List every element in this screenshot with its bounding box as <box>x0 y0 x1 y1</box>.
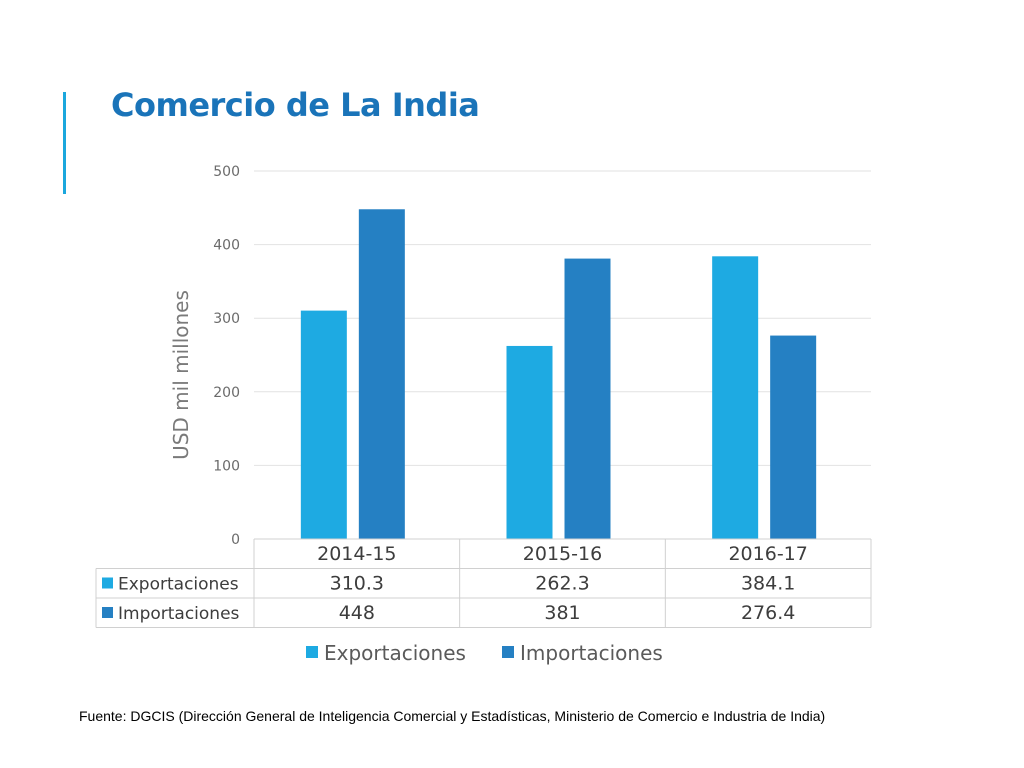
y-axis-title: USD mil millones <box>169 290 193 460</box>
y-tick-label: 0 <box>231 532 240 548</box>
table-series-label: Importaciones <box>118 604 240 624</box>
x-tick-label: 2015-16 <box>523 543 602 565</box>
data-label: 448 <box>339 602 375 624</box>
accent-bar <box>63 92 66 194</box>
y-tick-label: 400 <box>213 238 240 254</box>
slide-title: Comercio de La India <box>111 86 480 124</box>
data-label: 276.4 <box>741 602 795 624</box>
y-tick-label: 500 <box>213 164 240 180</box>
bar-exportaciones-2016-17 <box>712 256 759 539</box>
bar-importaciones-2014-15 <box>358 209 405 539</box>
legend-label: Exportaciones <box>324 641 466 665</box>
bar-importaciones-2015-16 <box>564 258 611 539</box>
source-note: Fuente: DGCIS (Dirección General de Inte… <box>79 708 826 724</box>
legend-key <box>306 646 318 658</box>
bar-importaciones-2016-17 <box>770 335 817 539</box>
bar-exportaciones-2014-15 <box>300 310 347 539</box>
bar-exportaciones-2015-16 <box>506 345 553 539</box>
data-label: 310.3 <box>330 573 384 595</box>
y-tick-label: 100 <box>213 458 240 474</box>
y-tick-label: 300 <box>213 311 240 327</box>
data-label: 381 <box>544 602 580 624</box>
table-legend-key <box>102 607 113 618</box>
data-label: 262.3 <box>535 573 589 595</box>
y-tick-label: 200 <box>213 385 240 401</box>
x-tick-label: 2014-15 <box>317 543 396 565</box>
table-legend-key <box>102 577 113 589</box>
legend-key <box>502 646 514 658</box>
legend-label: Importaciones <box>520 641 663 665</box>
data-label: 384.1 <box>741 573 795 595</box>
table-series-label: Exportaciones <box>118 575 239 595</box>
x-tick-label: 2016-17 <box>728 543 807 565</box>
